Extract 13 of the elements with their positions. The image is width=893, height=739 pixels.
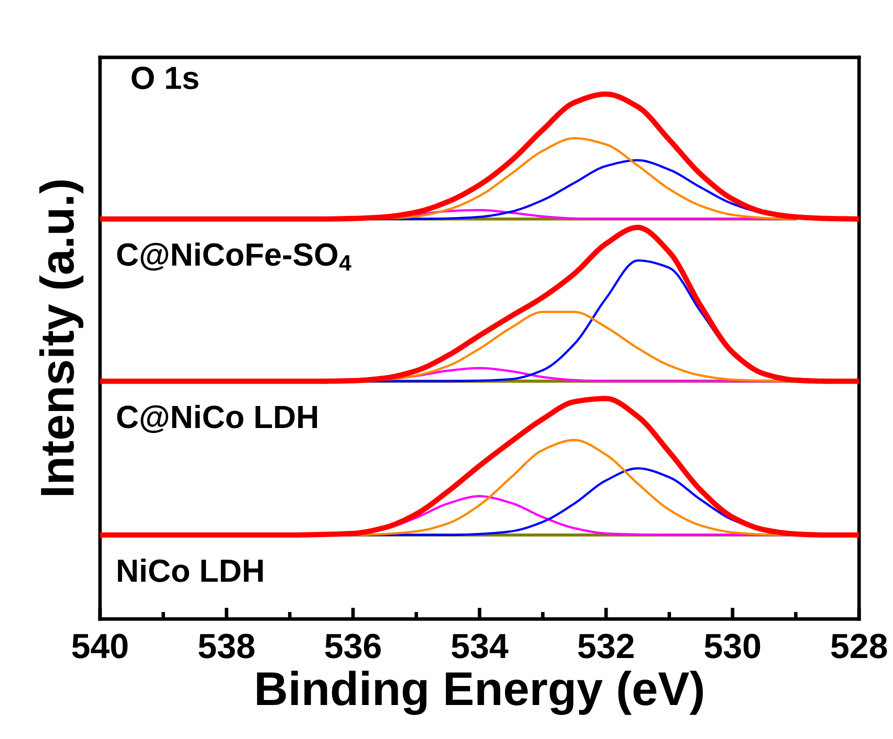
series-label: C@NiCoFe-SO$_{4}$ bbox=[117, 242, 352, 271]
x-tick-label: 534 bbox=[452, 634, 508, 658]
x-tick-label: 532 bbox=[578, 634, 634, 658]
x-tick-label: 538 bbox=[198, 634, 254, 658]
series-label: NiCo LDH bbox=[118, 558, 263, 582]
y-axis-title: Intensity (a.u.) bbox=[39, 180, 84, 496]
x-axis-title: Binding Energy (eV) bbox=[257, 670, 703, 716]
x-tick-label: 540 bbox=[72, 634, 128, 658]
x-tick-label: 530 bbox=[704, 634, 760, 658]
series-label: C@NiCo LDH bbox=[117, 404, 317, 434]
x-tick-label: 536 bbox=[325, 634, 381, 658]
x-tick-label: 528 bbox=[831, 634, 887, 658]
text: O 1s bbox=[132, 66, 198, 90]
